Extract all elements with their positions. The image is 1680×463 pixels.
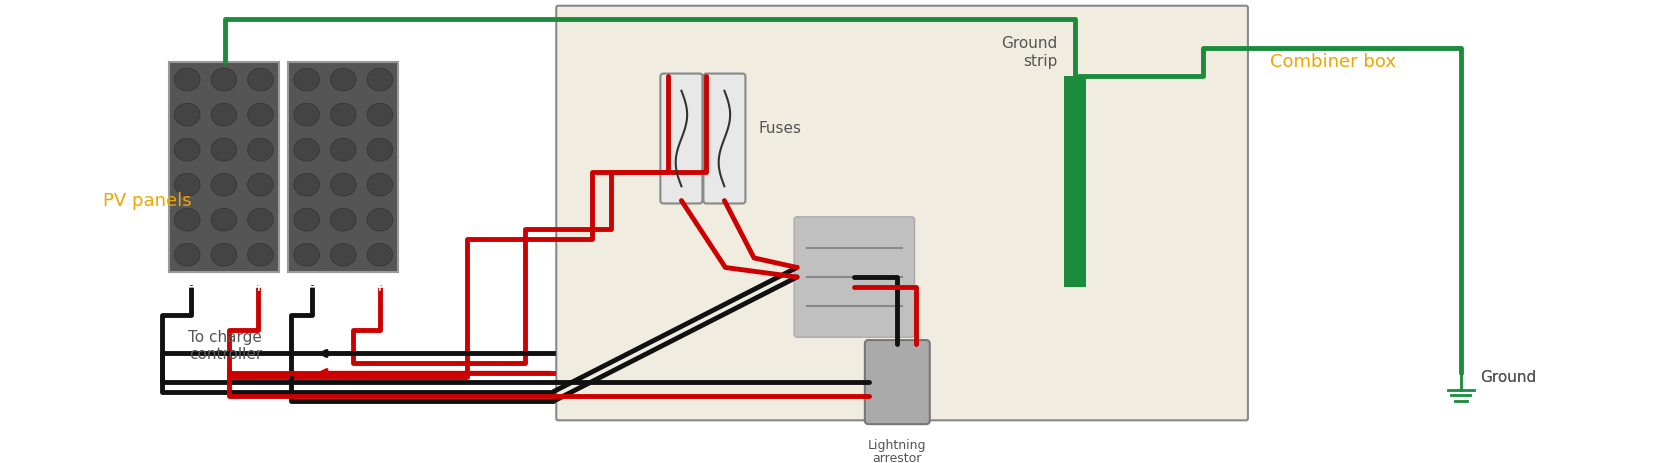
FancyBboxPatch shape [660, 74, 702, 203]
Text: Lightning: Lightning [869, 439, 927, 452]
Ellipse shape [366, 244, 393, 266]
Text: Ground
strip: Ground strip [1001, 36, 1058, 69]
Text: +: + [373, 280, 385, 294]
Ellipse shape [247, 208, 274, 231]
Ellipse shape [294, 68, 319, 91]
Bar [170, 62, 279, 272]
Text: Ground: Ground [1480, 370, 1536, 385]
Text: Ground: Ground [1480, 370, 1536, 385]
Text: To charge
controller: To charge controller [188, 330, 262, 362]
Ellipse shape [175, 208, 200, 231]
Ellipse shape [294, 103, 319, 126]
Ellipse shape [331, 244, 356, 266]
Text: −: − [185, 280, 197, 294]
Ellipse shape [366, 68, 393, 91]
Ellipse shape [212, 173, 237, 196]
FancyBboxPatch shape [865, 340, 929, 424]
Ellipse shape [212, 68, 237, 91]
Ellipse shape [175, 68, 200, 91]
Bar [289, 62, 398, 272]
Ellipse shape [175, 103, 200, 126]
Ellipse shape [247, 244, 274, 266]
Ellipse shape [331, 208, 356, 231]
Ellipse shape [212, 103, 237, 126]
FancyBboxPatch shape [704, 74, 746, 203]
Text: Fuses: Fuses [759, 121, 801, 137]
Text: −: − [306, 280, 318, 294]
Ellipse shape [247, 68, 274, 91]
Ellipse shape [212, 244, 237, 266]
Ellipse shape [294, 173, 319, 196]
Ellipse shape [294, 244, 319, 266]
Ellipse shape [294, 208, 319, 231]
Ellipse shape [247, 103, 274, 126]
Ellipse shape [175, 173, 200, 196]
Text: Combiner box: Combiner box [1270, 53, 1396, 71]
Ellipse shape [331, 138, 356, 161]
Ellipse shape [331, 173, 356, 196]
Ellipse shape [247, 173, 274, 196]
Text: PV panels: PV panels [102, 192, 192, 210]
Ellipse shape [331, 68, 356, 91]
Ellipse shape [175, 244, 200, 266]
Ellipse shape [175, 138, 200, 161]
Ellipse shape [212, 208, 237, 231]
Ellipse shape [294, 138, 319, 161]
Ellipse shape [366, 103, 393, 126]
Ellipse shape [212, 138, 237, 161]
Ellipse shape [331, 103, 356, 126]
Ellipse shape [366, 208, 393, 231]
Text: arrestor: arrestor [872, 452, 922, 463]
FancyBboxPatch shape [795, 217, 914, 337]
Text: +: + [252, 280, 264, 294]
Ellipse shape [247, 138, 274, 161]
FancyBboxPatch shape [556, 6, 1248, 420]
Bar [1065, 76, 1085, 287]
Ellipse shape [366, 173, 393, 196]
Ellipse shape [366, 138, 393, 161]
